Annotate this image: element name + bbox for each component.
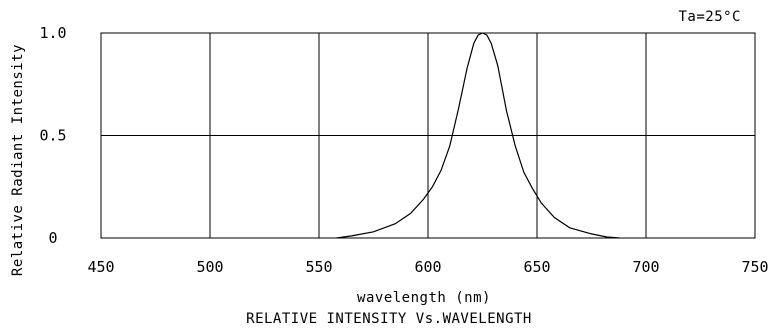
annotation-temperature: Ta=25°C — [678, 9, 741, 25]
y-tick-label: 0.5 — [39, 127, 66, 145]
plot-frame — [100, 32, 756, 239]
x-tick-label: 450 — [87, 258, 114, 276]
x-axis-label: wavelength (nm) — [357, 290, 491, 306]
y-axis-label: Relative Radiant Intensity — [10, 44, 26, 276]
chart-title: RELATIVE INTENSITY Vs.WAVELENGTH — [246, 311, 532, 327]
x-tick-label: 500 — [196, 258, 223, 276]
x-tick-label: 750 — [741, 258, 768, 276]
y-tick-labels: 0 0.5 1.0 — [39, 24, 66, 247]
x-tick-label: 700 — [632, 258, 659, 276]
x-tick-label: 550 — [305, 258, 332, 276]
y-tick-label: 0 — [48, 229, 57, 247]
grid — [101, 33, 755, 238]
x-tick-labels: 450 500 550 600 650 700 750 — [87, 258, 768, 276]
x-tick-label: 600 — [414, 258, 441, 276]
series-line — [336, 32, 620, 239]
y-tick-label: 1.0 — [39, 24, 66, 42]
x-tick-label: 650 — [523, 258, 550, 276]
